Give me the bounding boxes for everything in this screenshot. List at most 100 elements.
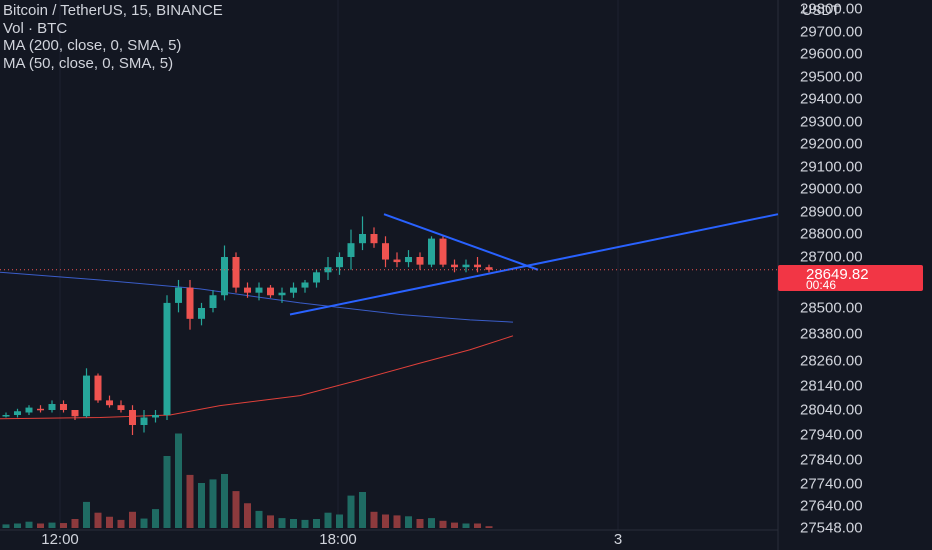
candle-body: [485, 267, 493, 270]
candle-body: [71, 410, 79, 417]
price-tick-label: 28140.00: [800, 377, 863, 395]
candle-body: [60, 404, 67, 410]
candle-body: [2, 415, 10, 417]
volume-bar: [117, 519, 125, 528]
candle-body: [313, 272, 320, 283]
volume-bar: [2, 524, 10, 528]
volume-bar: [25, 521, 33, 528]
trendlines[interactable]: [289, 213, 779, 316]
price-tick-label: 28260.00: [800, 352, 863, 370]
candle-body: [405, 257, 412, 263]
volume-bar: [405, 516, 412, 528]
volume-bar: [71, 519, 79, 528]
candle-body: [244, 287, 251, 293]
price-tick-label: 28700.00: [800, 248, 863, 266]
trendline-support: [289, 213, 779, 316]
last-price-label: 28649.82 00:46: [778, 265, 923, 292]
price-tick-label: 29100.00: [800, 158, 863, 176]
ma200-line: [0, 271, 514, 323]
chart-grid: [0, 0, 779, 550]
legend-ma200[interactable]: MA (200, close, 0, SMA, 5): [3, 37, 182, 54]
price-tick-label: 27640.00: [800, 497, 863, 515]
candle-body: [152, 415, 159, 418]
volume-bar: [301, 519, 309, 528]
volume-bar: [37, 523, 44, 528]
candle-body: [255, 287, 263, 293]
volume-bar: [48, 522, 56, 528]
price-tick-label: 29600.00: [800, 45, 863, 63]
candle-body: [267, 287, 274, 296]
volume-bar: [324, 512, 332, 528]
candle-body: [474, 264, 481, 268]
candle-body: [14, 411, 21, 415]
volume-bar: [428, 518, 435, 528]
legend-symbol[interactable]: Bitcoin / TetherUS, 15, BINANCE: [3, 2, 223, 19]
volume-bar: [416, 519, 424, 528]
volume-bar: [14, 523, 21, 528]
volume-bar: [370, 511, 378, 528]
bar-countdown: 00:46: [806, 278, 837, 292]
time-axis[interactable]: 12:00 18:00 3: [0, 530, 778, 550]
candle-body: [186, 287, 194, 319]
volume-bar: [474, 523, 481, 528]
legend-ma50[interactable]: MA (50, close, 0, SMA, 5): [3, 54, 174, 72]
volume-bar: [244, 503, 251, 528]
volume-bar: [290, 519, 297, 528]
candle-body: [393, 259, 401, 263]
volume-bar: [140, 518, 148, 528]
price-tick-label: 27740.00: [800, 475, 863, 493]
legend-volume[interactable]: Vol · BTC: [3, 19, 68, 37]
candle-body: [416, 257, 424, 265]
candle-body: [359, 234, 366, 244]
price-tick-label: 29500.00: [800, 68, 863, 86]
volume-bar: [462, 523, 470, 528]
volume-bar: [451, 522, 458, 528]
candle-body: [428, 238, 435, 265]
price-tick-label: 28500.00: [800, 299, 863, 317]
moving-averages: [0, 271, 514, 420]
volume-bar: [359, 492, 366, 528]
candle-body: [25, 407, 33, 413]
ma50-line: [0, 335, 514, 420]
candle-body: [209, 295, 217, 308]
candle-body: [370, 234, 378, 244]
volume-bar: [198, 483, 205, 528]
candle-body: [94, 375, 102, 401]
price-axis[interactable]: USDT 29800.00 29700.00 29600.00 29500.00 294…: [778, 0, 932, 550]
chart-legend: Bitcoin / TetherUS, 15, BINANCE Vol · BT…: [3, 2, 223, 72]
price-tick-label: 28800.00: [800, 225, 863, 243]
price-tick-label: 27840.00: [800, 451, 863, 469]
candle-body: [83, 375, 90, 417]
price-tick-label: 29400.00: [800, 90, 863, 108]
candle-body: [232, 257, 240, 288]
volume-bar: [209, 479, 217, 528]
price-tick-label: 27548.00: [800, 519, 863, 537]
candle-body: [37, 408, 44, 411]
candle-body: [278, 292, 286, 296]
volume-bar: [393, 515, 401, 528]
volume-bar: [255, 510, 263, 528]
candle-body: [163, 302, 171, 415]
time-tick-label: 18:00: [319, 531, 357, 548]
price-tick-label: 29800.00: [800, 0, 863, 18]
candle-body: [198, 308, 205, 319]
volume-bar: [439, 520, 447, 528]
volume-bar: [106, 516, 113, 528]
volume-bar: [347, 495, 355, 528]
price-tick-label: 29000.00: [800, 180, 863, 198]
volume-bar: [60, 523, 67, 528]
trendline-resistance: [383, 213, 539, 271]
candle-body: [175, 287, 182, 303]
volume-bar: [83, 501, 90, 528]
volume-bar: [221, 474, 228, 528]
volume-bar: [267, 515, 274, 528]
candle-body: [290, 287, 297, 293]
candle-body: [301, 282, 309, 288]
candlesticks[interactable]: [2, 216, 493, 435]
volume-bar: [336, 514, 343, 528]
volume-bar: [152, 509, 159, 528]
volume-bar: [232, 491, 240, 528]
time-tick-label: 12:00: [41, 531, 79, 548]
price-tick-label: 29700.00: [800, 23, 863, 41]
